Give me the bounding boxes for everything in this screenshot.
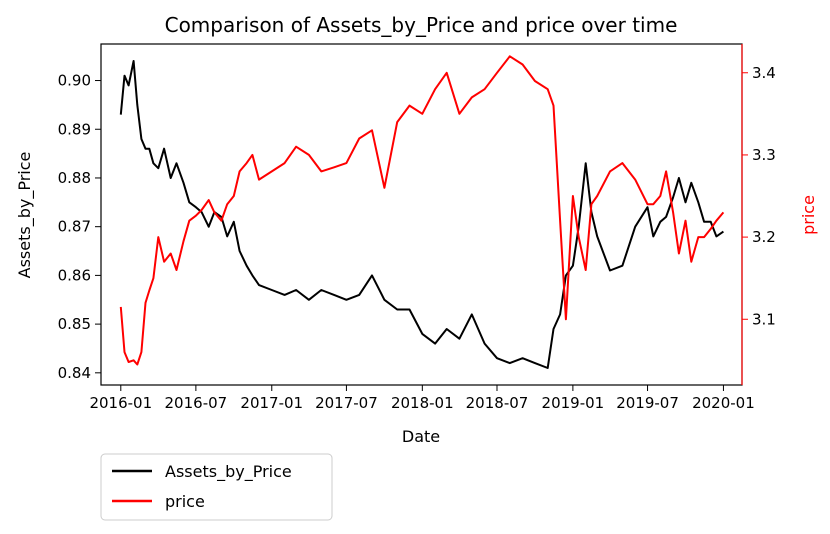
x-tick-label: 2019-07 (616, 394, 679, 412)
y-right-tick-label: 3.4 (752, 64, 776, 82)
series-line-assets-by-price (119, 60, 724, 369)
legend-label-price: price (165, 492, 205, 511)
y-right-axis-ticks: 3.1 3.2 3.3 3.4 (742, 64, 776, 328)
y-left-tick-label: 0.85 (58, 315, 91, 333)
x-axis-label: Date (402, 427, 440, 446)
y-left-axis-ticks: 0.84 0.85 0.86 0.87 0.88 0.89 0.90 (58, 72, 101, 382)
x-tick-label: 2016-01 (89, 394, 152, 412)
x-tick-label: 2018-07 (466, 394, 529, 412)
y-right-axis-label: price (799, 195, 818, 235)
x-tick-label: 2018-01 (391, 394, 454, 412)
plot-series (119, 55, 725, 369)
y-left-tick-label: 0.90 (58, 72, 91, 90)
series-line-price (119, 55, 725, 366)
y-left-tick-label: 0.84 (58, 364, 91, 382)
x-tick-label: 2017-07 (315, 394, 378, 412)
x-tick-label: 2016-07 (165, 394, 228, 412)
y-right-tick-label: 3.2 (752, 228, 776, 246)
legend: Assets_by_Price price (100, 453, 333, 521)
legend-frame (100, 453, 333, 521)
y-left-tick-label: 0.87 (58, 218, 91, 236)
y-left-axis-label: Assets_by_Price (15, 152, 35, 279)
x-tick-label: 2017-01 (240, 394, 303, 412)
y-left-tick-label: 0.88 (58, 169, 91, 187)
legend-label-assets: Assets_by_Price (165, 462, 292, 482)
x-tick-label: 2019-01 (542, 394, 605, 412)
chart-title: Comparison of Assets_by_Price and price … (165, 13, 678, 37)
x-tick-label: 2020-01 (692, 394, 755, 412)
y-right-tick-label: 3.3 (752, 146, 776, 164)
y-right-tick-label: 3.1 (752, 310, 776, 328)
y-left-tick-label: 0.89 (58, 120, 91, 138)
y-left-tick-label: 0.86 (58, 266, 91, 284)
x-axis-ticks: 2016-01 2016-07 2017-01 2017-07 2018-01 2018-… (89, 385, 755, 412)
